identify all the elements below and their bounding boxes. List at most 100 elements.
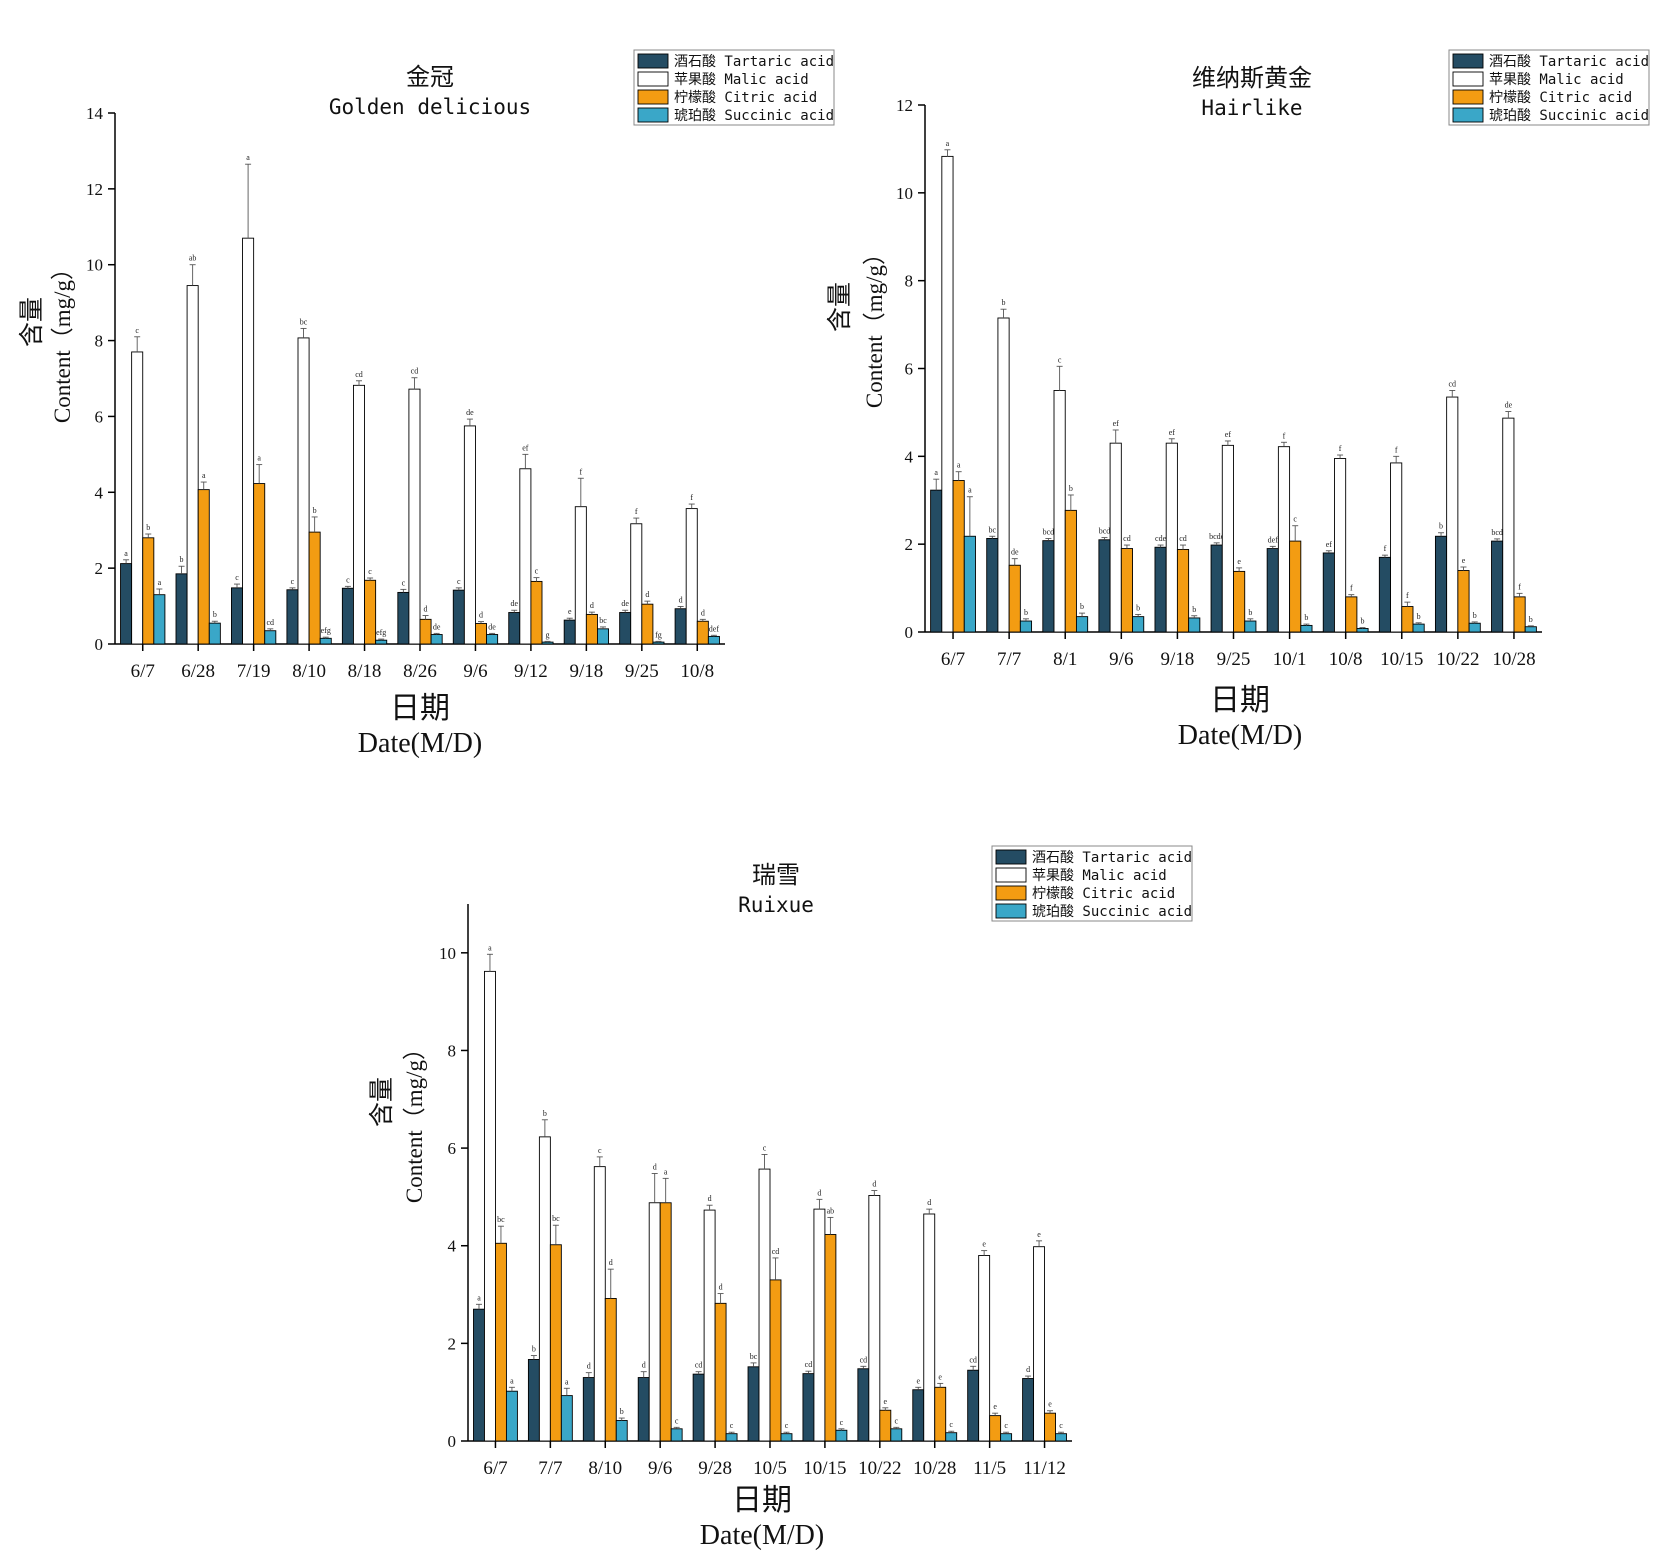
- y-axis-label: Content（mg/g）: [50, 257, 75, 423]
- bar: [1334, 458, 1347, 633]
- bar: [1109, 442, 1122, 633]
- bar: [769, 1279, 782, 1442]
- bar: [353, 384, 365, 645]
- significance-letter: ab: [827, 1206, 835, 1215]
- significance-letter: e: [1237, 557, 1241, 566]
- bar: [341, 587, 354, 645]
- bar: [1053, 390, 1066, 633]
- x-tick-label: 6/7: [483, 1458, 507, 1479]
- significance-letter: d: [587, 1362, 591, 1371]
- x-tick-label: 10/15: [803, 1458, 846, 1479]
- x-tick-label: 8/1: [1053, 649, 1077, 670]
- x-tick-label: 6/7: [941, 649, 965, 670]
- bar: [408, 388, 421, 645]
- legend: 酒石酸 Tartaric acid 苹果酸 Malic acid 柠檬酸 Citri…: [1448, 49, 1650, 126]
- chart-subtitle: Ruixue: [738, 893, 814, 917]
- y-tick-label: 2: [448, 1334, 457, 1353]
- significance-letter: b: [543, 1109, 547, 1118]
- bar: [1221, 444, 1234, 633]
- legend-label: 琥珀酸 Succinic acid: [674, 108, 834, 124]
- significance-letter: c: [291, 577, 295, 586]
- y-tick-label: 10: [439, 944, 456, 963]
- significance-letter: a: [488, 943, 492, 952]
- significance-letter: b: [532, 1345, 536, 1354]
- x-tick-label: 10/28: [1492, 649, 1535, 670]
- legend-label: 柠檬酸 Citric acid: [1032, 886, 1175, 902]
- significance-letter: bcd: [1099, 527, 1111, 536]
- legend-swatch: [995, 885, 1027, 901]
- bar: [1132, 616, 1145, 633]
- significance-letter: g: [546, 630, 550, 639]
- x-tick-label: 8/18: [348, 661, 382, 682]
- x-tick-label: 9/6: [463, 661, 487, 682]
- significance-letter: c: [1058, 355, 1062, 364]
- bar: [1120, 548, 1133, 633]
- significance-letter: c: [346, 575, 350, 584]
- significance-letter: ef: [1169, 428, 1176, 437]
- legend-swatch: [637, 71, 669, 87]
- bar: [473, 1308, 485, 1442]
- bar: [231, 587, 243, 645]
- significance-letter: d: [872, 1180, 876, 1189]
- significance-letter: d: [1026, 1365, 1030, 1374]
- chart-panel-golden-delicious: 金冠 Golden delicious 0 2 4 6 8 10 12 14 6/7 a c b a 6/28…: [18, 49, 835, 759]
- y-tick-label: 8: [95, 332, 104, 351]
- significance-letter: b: [1192, 605, 1196, 614]
- significance-letter: cd: [411, 367, 419, 376]
- bar: [648, 1202, 661, 1442]
- significance-letter: d: [653, 1162, 657, 1171]
- significance-letter: de: [466, 408, 474, 417]
- bar: [1033, 1246, 1045, 1442]
- significance-letter: c: [1004, 1421, 1008, 1430]
- bar: [1055, 1433, 1067, 1442]
- x-tick-label: 9/6: [648, 1458, 672, 1479]
- significance-letter: c: [402, 578, 406, 587]
- significance-letter: f: [1395, 445, 1398, 454]
- bar: [1356, 628, 1369, 633]
- bar: [519, 468, 532, 645]
- chart-subtitle: Golden delicious: [329, 95, 531, 119]
- x-tick-label: 8/10: [292, 661, 326, 682]
- significance-letter: de: [621, 599, 629, 608]
- chart-title: 瑞雪: [752, 862, 800, 889]
- legend-label: 柠檬酸 Citric acid: [1489, 90, 1632, 106]
- significance-letter: f: [1283, 431, 1286, 440]
- x-axis-label-cn: 日期: [390, 692, 450, 725]
- bar: [813, 1208, 826, 1442]
- significance-letter: a: [946, 139, 950, 148]
- significance-letter: b: [180, 555, 184, 564]
- significance-letter: e: [993, 1402, 997, 1411]
- significance-letter: ef: [1113, 419, 1120, 428]
- legend-label: 酒石酸 Tartaric acid: [674, 54, 834, 70]
- significance-letter: b: [213, 610, 217, 619]
- bar: [780, 1433, 793, 1442]
- significance-letter: cde: [1155, 534, 1167, 543]
- y-tick-label: 6: [448, 1139, 457, 1158]
- significance-letter: f: [1384, 544, 1387, 553]
- bar: [419, 618, 432, 645]
- significance-letter: a: [124, 549, 128, 558]
- y-tick-label: 14: [86, 104, 104, 123]
- chart-panel-hairlike: 维纳斯黄金Hairlike0246810126/7aaaa7/7bcbdeb8/…: [826, 49, 1650, 751]
- significance-letter: ef: [522, 443, 529, 452]
- y-tick-label: 0: [448, 1432, 457, 1451]
- y-tick-label: 4: [448, 1237, 457, 1256]
- bar: [978, 1255, 991, 1442]
- bar: [934, 1386, 947, 1442]
- bar: [463, 425, 476, 645]
- legend-swatch: [637, 89, 669, 105]
- bar: [1401, 606, 1414, 633]
- legend-swatch: [637, 53, 669, 69]
- significance-letter: d: [719, 1283, 723, 1292]
- bar: [641, 603, 654, 645]
- bar: [375, 639, 388, 645]
- bar: [703, 1209, 716, 1442]
- legend-label: 柠檬酸 Citric acid: [674, 90, 817, 106]
- significance-letter: e: [916, 1376, 920, 1385]
- y-tick-label: 4: [95, 483, 104, 502]
- bar: [475, 623, 487, 645]
- significance-letter: b: [1080, 602, 1084, 611]
- significance-letter: f: [690, 493, 693, 502]
- bar: [574, 506, 587, 645]
- significance-letter: bcde: [1209, 532, 1225, 541]
